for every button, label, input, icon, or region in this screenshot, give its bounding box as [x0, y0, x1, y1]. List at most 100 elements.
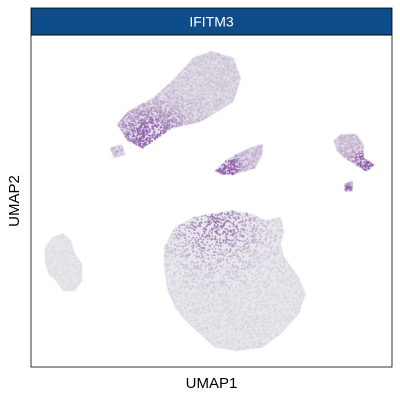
cell-point — [121, 153, 123, 156]
cell-point — [208, 65, 210, 68]
cell-point — [221, 99, 224, 102]
cell-point — [190, 67, 192, 70]
cell-point — [237, 169, 240, 171]
cell-point — [240, 151, 243, 154]
cell-point — [204, 70, 207, 73]
cell-point — [195, 56, 198, 59]
cell-point — [197, 75, 199, 78]
cell-point — [155, 102, 157, 104]
cell-point — [197, 112, 200, 115]
cell-point — [187, 70, 190, 72]
cell-point — [121, 145, 123, 148]
cell-point — [175, 121, 178, 124]
cell-point — [194, 87, 197, 89]
cell-point — [202, 55, 205, 58]
cell-point — [354, 144, 356, 147]
cell-point — [220, 102, 222, 105]
cell-point — [367, 166, 370, 169]
cell-point — [214, 77, 216, 80]
cell-point — [334, 140, 337, 143]
cell-point — [140, 111, 143, 114]
cell-point — [218, 61, 221, 64]
cell-point — [215, 81, 218, 83]
cell-point — [196, 102, 198, 104]
cell-point — [176, 89, 179, 92]
cell-point — [221, 57, 223, 60]
cell-point — [191, 60, 194, 63]
cell-point — [241, 159, 244, 162]
cell-point — [243, 165, 246, 168]
cell-point — [144, 134, 146, 137]
cell-point — [158, 106, 161, 108]
cell-point — [182, 80, 185, 83]
cell-point — [195, 68, 197, 71]
cell-point — [218, 93, 221, 95]
cell-point — [188, 65, 191, 68]
cell-point — [193, 63, 196, 66]
cell-point — [205, 84, 208, 86]
cell-point — [251, 159, 254, 162]
cell-point — [197, 112, 200, 114]
cell-point — [226, 80, 229, 82]
cell-point — [178, 95, 181, 98]
cell-point — [186, 73, 189, 76]
cell-point — [168, 127, 171, 130]
cell-point — [143, 131, 146, 134]
cell-point — [203, 106, 206, 109]
cell-point — [202, 110, 205, 112]
cell-point — [168, 85, 171, 88]
cell-point — [145, 118, 148, 121]
cell-point — [230, 165, 232, 167]
cell-point — [203, 90, 206, 93]
cell-point — [205, 113, 208, 116]
cell-point — [235, 75, 238, 78]
cell-point — [217, 103, 219, 105]
cell-point — [190, 94, 193, 96]
cell-point — [225, 95, 228, 98]
cell-point — [186, 115, 189, 117]
cell-point — [358, 154, 361, 157]
cell-point — [214, 90, 216, 93]
cell-point — [123, 121, 126, 123]
cell-point — [342, 141, 345, 144]
cell-point — [149, 140, 152, 142]
cell-point — [217, 99, 220, 102]
cell-point — [199, 85, 202, 88]
cell-point — [188, 84, 191, 86]
cell-point — [297, 279, 300, 281]
cell-point — [223, 345, 226, 347]
cell-point — [281, 251, 283, 254]
cell-point — [128, 128, 131, 131]
strip-background — [30, 7, 393, 36]
cell-point — [190, 85, 192, 88]
cell-point — [195, 61, 198, 63]
cell-point — [126, 127, 129, 130]
cell-point — [216, 170, 219, 172]
cell-point — [206, 112, 209, 115]
cell-point — [229, 66, 232, 69]
cell-point — [130, 127, 133, 129]
cell-point — [217, 99, 220, 102]
cell-point — [188, 112, 190, 114]
cell-point — [199, 67, 202, 70]
cell-point — [168, 105, 171, 107]
cell-point — [208, 108, 211, 111]
cell-point — [215, 66, 218, 69]
cell-point — [144, 121, 147, 123]
cell-point — [143, 104, 146, 107]
cell-point — [233, 77, 236, 80]
cell-point — [188, 94, 191, 96]
cell-point — [206, 55, 209, 58]
cell-point — [198, 80, 201, 83]
cell-point — [336, 149, 339, 152]
cell-point — [215, 101, 218, 104]
cell-point — [196, 88, 199, 91]
cell-point — [166, 120, 169, 123]
cell-point — [193, 72, 196, 75]
cell-point — [209, 59, 212, 62]
cell-point — [231, 173, 234, 176]
cell-point — [188, 69, 191, 72]
cell-point — [205, 102, 208, 105]
cell-point — [212, 53, 215, 56]
cell-point — [211, 99, 213, 101]
